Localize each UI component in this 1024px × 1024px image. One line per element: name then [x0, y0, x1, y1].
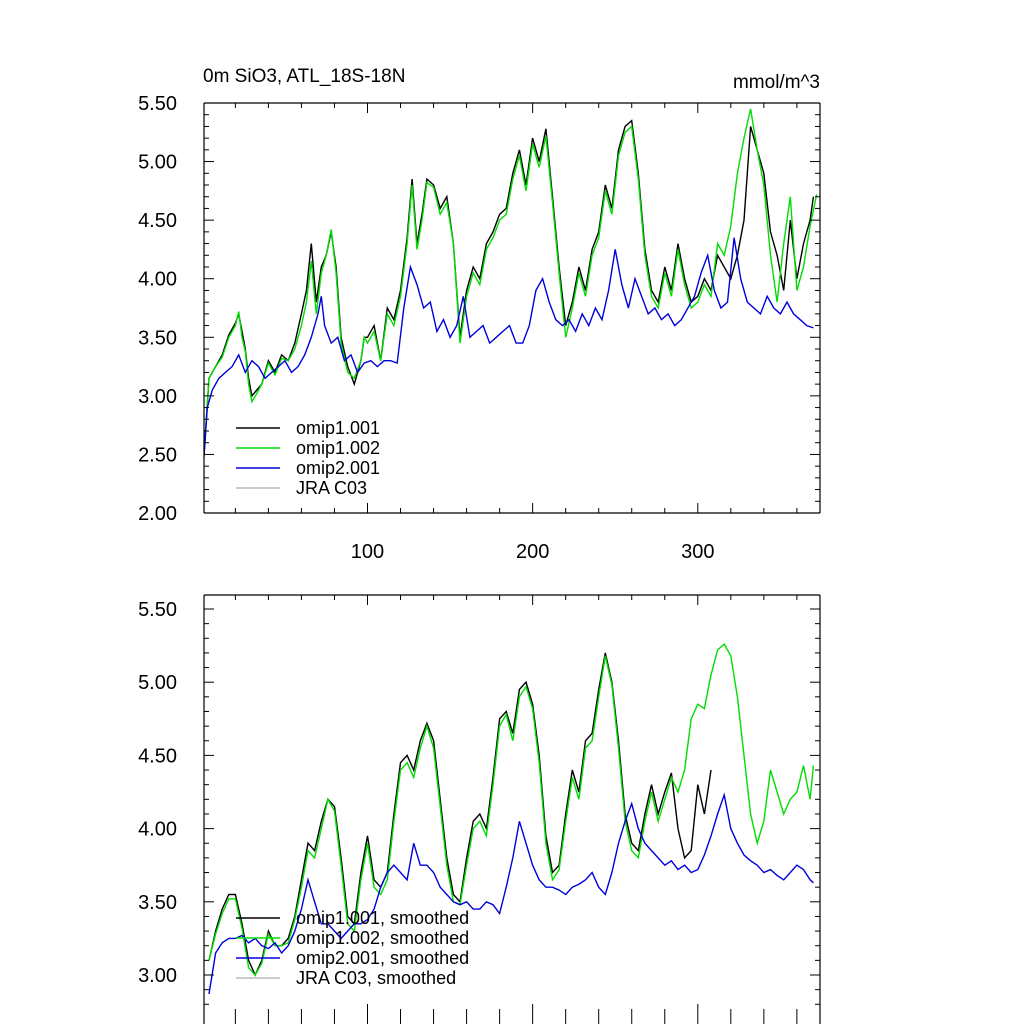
y-tick-label-top: 2.50 [138, 444, 177, 466]
legend-label-bot: omip2.001, smoothed [296, 948, 469, 968]
x-tick-label-top: 200 [516, 541, 549, 563]
x-tick-label-top: 100 [351, 541, 384, 563]
y-tick-label-top: 5.00 [138, 152, 177, 174]
series-line-bot-omip1-002-smoothed [208, 642, 815, 977]
y-tick-label-bot: 4.00 [138, 819, 177, 841]
bottom-panel: 3.00 3.50 4.00 4.50 5.00 5.50 omip1.001, smoo… [138, 594, 821, 1024]
legend-label-bot: omip1.001, smoothed [296, 908, 469, 928]
legend-label-top: JRA C03 [296, 478, 367, 498]
x-tick-label-top: 300 [681, 541, 714, 563]
legend-label-top: omip1.001 [296, 418, 380, 438]
y-tick-label-top: 3.50 [138, 327, 177, 349]
legend-label-bot: omip1.002, smoothed [296, 928, 469, 948]
y-tick-label-top: 4.50 [138, 210, 177, 232]
legend-label-bot: JRA C03, smoothed [296, 968, 456, 988]
y-tick-label-top: 3.00 [138, 386, 177, 408]
bottom-axes: 3.00 3.50 4.00 4.50 5.00 5.50 [138, 594, 821, 1024]
y-tick-label-top: 5.50 [138, 93, 177, 115]
series-line-top-omip1-001 [204, 119, 815, 455]
legend-label-top: omip2.001 [296, 458, 380, 478]
y-tick-label-bot: 5.00 [138, 672, 177, 694]
series-line-bot-omip2-001-smoothed [208, 792, 814, 995]
units-label: mmol/m^3 [733, 72, 820, 93]
plot-title: 0m SiO3, ATL_18S-18N [203, 66, 405, 87]
top-panel: 2.00 2.50 3.00 3.50 4.00 4.50 5.00 5.50 100 200 30… [138, 93, 821, 563]
y-tick-label-bot: 3.50 [138, 892, 177, 914]
bottom-series-group [208, 642, 815, 995]
series-line-top-omip2-001 [204, 237, 814, 457]
y-tick-label-top: 4.00 [138, 269, 177, 291]
y-tick-label-bot: 4.50 [138, 745, 177, 767]
top-series-group [204, 108, 818, 457]
legend-label-top: omip1.002 [296, 438, 380, 458]
y-tick-label-bot: 3.00 [138, 965, 177, 987]
series-line-top-omip1-002 [204, 108, 818, 455]
y-tick-label-bot: 5.50 [138, 599, 177, 621]
y-tick-label-top: 2.00 [138, 503, 177, 525]
top-axes: 2.00 2.50 3.00 3.50 4.00 4.50 5.00 5.50 100 200 30… [138, 93, 821, 563]
